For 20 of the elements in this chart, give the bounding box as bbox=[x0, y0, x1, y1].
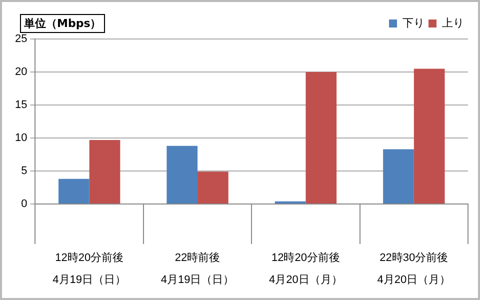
y-tick-label: 0 bbox=[21, 198, 28, 210]
y-axis-title: 単位（Mbps） bbox=[20, 14, 106, 33]
legend-label: 上り bbox=[442, 16, 464, 30]
y-tick-label: 20 bbox=[14, 66, 28, 78]
y-tick-label: 15 bbox=[14, 99, 28, 112]
y-tick-label: 5 bbox=[21, 165, 28, 178]
bar bbox=[89, 140, 120, 204]
y-tick-label: 10 bbox=[14, 132, 28, 144]
bar bbox=[166, 146, 198, 204]
y-tick-label: 25 bbox=[14, 33, 28, 46]
bar bbox=[58, 178, 90, 204]
bar bbox=[383, 149, 414, 204]
x-tick-label: 12時20分前後 4月19日（日） bbox=[52, 251, 126, 286]
bar bbox=[198, 172, 228, 204]
legend-label: 下り bbox=[402, 18, 424, 30]
bar bbox=[414, 68, 445, 204]
x-tick-label: 22時前後 4月19日（日） bbox=[160, 251, 234, 286]
x-tick-label: 22時30分前後 4月20日（月） bbox=[377, 251, 451, 286]
bar bbox=[306, 72, 337, 204]
x-tick-label: 12時20分前後 4月20日（月） bbox=[269, 251, 342, 286]
